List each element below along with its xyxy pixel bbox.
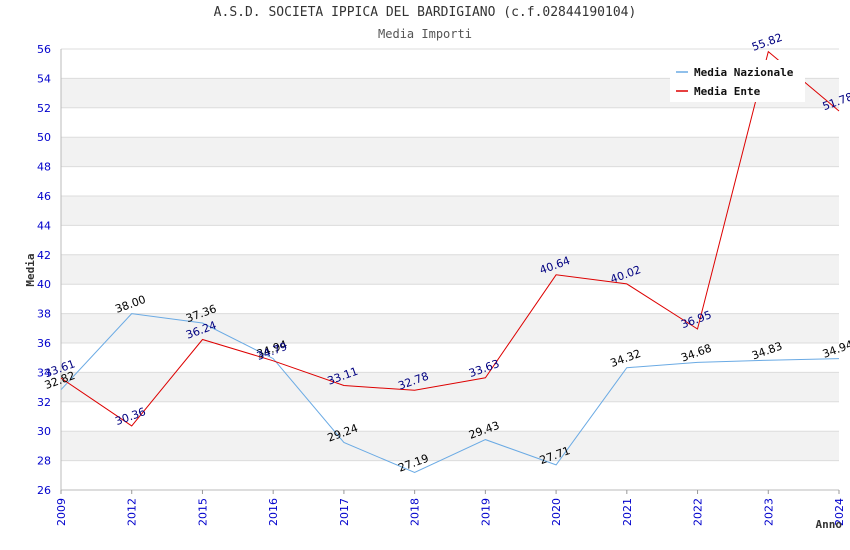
data-label: 55.82 <box>750 31 784 54</box>
x-tick-label: 2012 <box>126 498 139 526</box>
y-tick-label: 32 <box>37 396 51 409</box>
grid-band <box>61 254 839 285</box>
x-tick-label: 2020 <box>550 498 563 526</box>
y-tick-label: 44 <box>37 219 51 232</box>
x-axis-ticks: 2009 2012 2015 2016 2017 2018 2019 2020 2021 2022… <box>55 490 846 526</box>
x-tick-label: 2024 <box>833 498 846 526</box>
x-tick-label: 2017 <box>338 498 351 526</box>
grid-bands <box>61 78 839 461</box>
x-tick-label: 2019 <box>479 498 492 526</box>
chart-title: A.S.D. SOCIETA IPPICA DEL BARDIGIANO (c.… <box>213 5 637 20</box>
chart-subtitle: Media Importi <box>378 27 472 41</box>
y-axis-label: Media <box>24 253 37 286</box>
y-tick-label: 48 <box>37 161 51 174</box>
y-tick-label: 26 <box>37 484 51 497</box>
data-label: 34.68 <box>679 342 713 365</box>
legend: Media Nazionale Media Ente <box>670 60 805 102</box>
y-tick-label: 46 <box>37 190 51 203</box>
legend-label: Media Ente <box>694 85 761 98</box>
y-tick-label: 38 <box>37 308 51 321</box>
x-tick-label: 2015 <box>196 498 209 526</box>
series-line-media-nazionale <box>60 313 840 474</box>
x-axis-label: Anno <box>816 518 843 531</box>
grid-band <box>61 137 839 167</box>
y-tick-label: 28 <box>37 455 51 468</box>
y-tick-label: 40 <box>37 278 51 291</box>
x-tick-label: 2018 <box>409 498 422 526</box>
data-label: 38.00 <box>114 293 148 316</box>
legend-label: Media Nazionale <box>694 66 794 79</box>
series-lines <box>60 50 840 474</box>
y-tick-label: 34 <box>37 366 51 379</box>
y-tick-label: 52 <box>37 102 51 115</box>
x-tick-label: 2021 <box>621 498 634 526</box>
series-line-media-ente <box>60 50 840 427</box>
y-tick-label: 50 <box>37 131 51 144</box>
x-tick-label: 2016 <box>267 498 280 526</box>
y-tick-label: 30 <box>37 425 51 438</box>
grid-band <box>61 372 839 402</box>
y-tick-label: 54 <box>37 72 51 85</box>
y-tick-label: 36 <box>37 337 51 350</box>
x-tick-label: 2009 <box>55 498 68 526</box>
axes <box>60 49 839 491</box>
y-axis-ticks: 26 28 30 32 34 36 38 40 42 44 46 48 50 52 54 56 <box>37 43 51 497</box>
y-tick-label: 42 <box>37 249 51 262</box>
y-tick-label: 56 <box>37 43 51 56</box>
grid-band <box>61 313 839 343</box>
grid-band <box>61 196 839 226</box>
x-tick-label: 2022 <box>692 498 705 526</box>
x-tick-label: 2023 <box>762 498 775 526</box>
legend-box <box>670 60 805 102</box>
